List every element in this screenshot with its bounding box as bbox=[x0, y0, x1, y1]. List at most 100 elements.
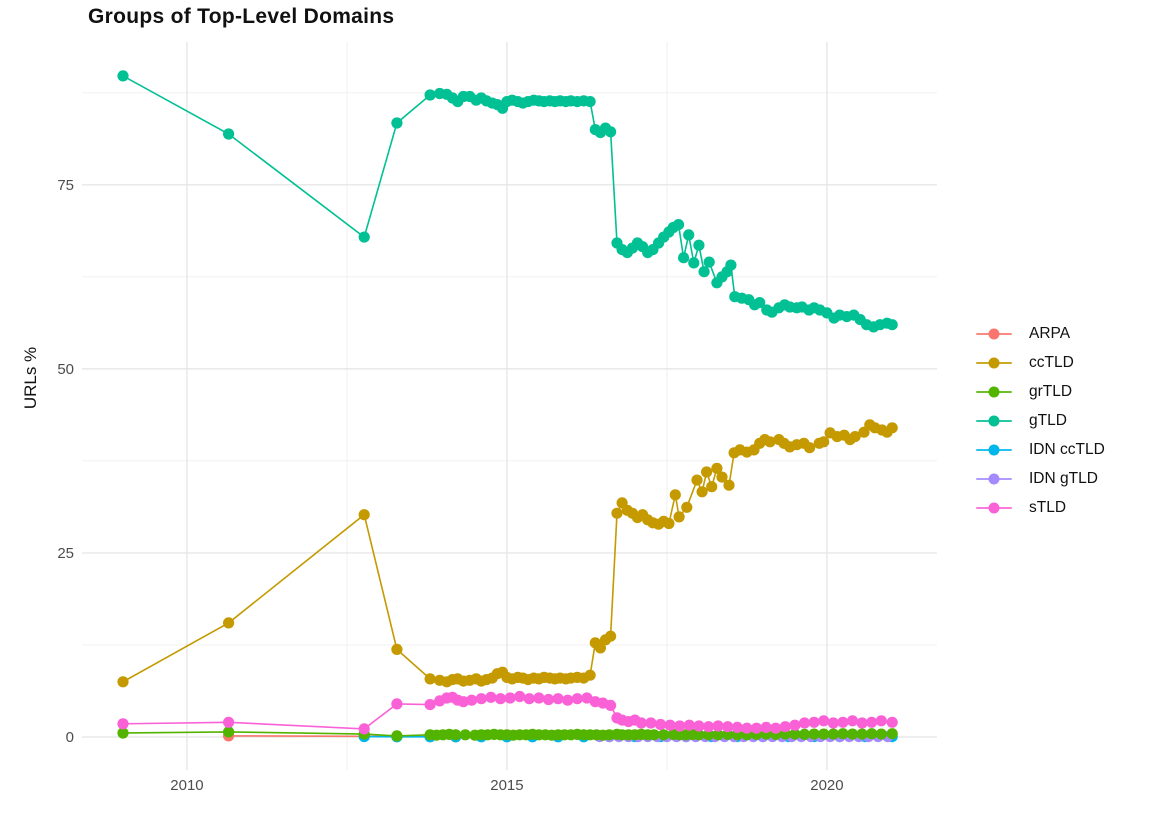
legend-label: ARPA bbox=[1029, 324, 1071, 342]
legend-key-icon bbox=[975, 414, 1013, 428]
x-tick-label: 2010 bbox=[170, 777, 203, 794]
data-point-grtld bbox=[702, 729, 715, 741]
data-point-stld bbox=[770, 722, 782, 734]
data-point-stld bbox=[494, 693, 507, 705]
data-point-grtld bbox=[450, 729, 462, 741]
data-point-grtld bbox=[693, 729, 705, 741]
data-point-stld bbox=[514, 690, 526, 703]
data-point-stld bbox=[117, 718, 129, 730]
data-point-stld bbox=[674, 720, 686, 732]
data-point-grtld bbox=[808, 728, 820, 740]
data-point-cctld bbox=[681, 501, 693, 513]
data-point-cctld bbox=[723, 479, 735, 491]
legend-item-grtld: grTLD bbox=[975, 377, 1105, 406]
legend-label: grTLD bbox=[1029, 382, 1073, 400]
series-stld bbox=[117, 690, 898, 735]
data-point-stld bbox=[457, 696, 469, 708]
series-gtld bbox=[117, 70, 898, 333]
legend-key-icon bbox=[975, 327, 1013, 341]
data-point-stld bbox=[635, 717, 647, 729]
data-point-stld bbox=[533, 692, 545, 704]
data-point-cctld bbox=[706, 481, 718, 493]
data-point-cctld bbox=[663, 517, 675, 530]
x-tick-label: 2020 bbox=[810, 777, 843, 794]
data-point-stld bbox=[504, 692, 516, 704]
legend-label: ccTLD bbox=[1029, 353, 1074, 371]
data-point-gtld bbox=[391, 117, 403, 129]
data-point-grtld bbox=[712, 729, 724, 741]
legend-item-idn-cctld: IDN ccTLD bbox=[975, 435, 1105, 464]
series-grtld bbox=[117, 726, 898, 742]
data-point-cctld bbox=[424, 673, 436, 685]
data-point-grtld bbox=[827, 728, 839, 740]
data-point-gtld bbox=[693, 239, 705, 251]
data-point-grtld bbox=[223, 726, 235, 738]
data-point-gtld bbox=[703, 256, 715, 268]
data-point-grtld bbox=[856, 728, 868, 740]
data-point-grtld bbox=[658, 729, 670, 741]
data-point-grtld bbox=[818, 728, 830, 740]
legend-key-icon bbox=[975, 356, 1013, 370]
data-point-grtld bbox=[846, 728, 859, 740]
data-point-cctld bbox=[358, 509, 370, 521]
legend-key-dot bbox=[988, 502, 1000, 513]
data-point-stld bbox=[741, 722, 753, 734]
data-point-stld bbox=[542, 693, 555, 706]
data-point-cctld bbox=[584, 669, 596, 681]
data-point-stld bbox=[466, 694, 478, 706]
data-point-stld bbox=[846, 715, 859, 727]
legend-key-dot bbox=[988, 328, 1000, 339]
data-point-grtld bbox=[391, 730, 403, 742]
data-point-stld bbox=[722, 721, 734, 733]
data-point-grtld bbox=[459, 729, 471, 741]
data-point-grtld bbox=[798, 728, 811, 741]
data-point-grtld bbox=[866, 728, 878, 740]
data-point-cctld bbox=[611, 507, 623, 519]
data-point-cctld bbox=[886, 422, 898, 434]
legend-item-stld: sTLD bbox=[975, 493, 1105, 522]
data-point-cctld bbox=[849, 431, 861, 443]
data-point-stld bbox=[391, 698, 403, 710]
data-point-stld bbox=[789, 719, 801, 731]
data-point-cctld bbox=[804, 442, 816, 454]
data-point-cctld bbox=[223, 617, 235, 629]
data-point-stld bbox=[605, 699, 617, 712]
legend-item-gtld: gTLD bbox=[975, 406, 1105, 435]
data-point-cctld bbox=[117, 676, 129, 688]
legend-key-icon bbox=[975, 443, 1013, 457]
data-point-grtld bbox=[837, 728, 849, 740]
data-point-stld bbox=[798, 717, 811, 729]
data-point-stld bbox=[581, 692, 593, 704]
legend-item-arpa: ARPA bbox=[975, 319, 1105, 348]
data-point-stld bbox=[702, 721, 715, 733]
data-point-stld bbox=[683, 719, 695, 731]
data-point-stld bbox=[562, 694, 574, 706]
y-tick-label: 25 bbox=[57, 545, 74, 562]
data-point-stld bbox=[837, 716, 849, 728]
legend-key-icon bbox=[975, 472, 1013, 486]
data-point-grtld bbox=[886, 728, 898, 740]
legend-key-dot bbox=[988, 444, 1000, 455]
data-point-cctld bbox=[605, 630, 617, 642]
data-point-stld bbox=[875, 715, 887, 727]
data-point-gtld bbox=[672, 219, 685, 231]
x-tick-label: 2015 bbox=[490, 777, 523, 794]
legend-label: IDN gTLD bbox=[1029, 469, 1098, 487]
y-tick-label: 0 bbox=[66, 729, 74, 746]
legend-key-dot bbox=[988, 357, 1000, 368]
legend: ARPA ccTLD grTLD gTLD IDN ccTLD IDN gTLD sTLD bbox=[975, 319, 1105, 522]
data-point-cctld bbox=[711, 462, 723, 474]
data-point-gtld bbox=[117, 70, 129, 82]
data-point-stld bbox=[475, 693, 487, 705]
data-point-cctld bbox=[818, 436, 830, 448]
data-point-gtld bbox=[698, 266, 710, 278]
data-point-stld bbox=[886, 716, 898, 728]
data-point-gtld bbox=[754, 297, 766, 309]
data-point-stld bbox=[523, 693, 535, 705]
data-point-cctld bbox=[391, 643, 403, 656]
data-point-cctld bbox=[673, 511, 685, 523]
data-point-gtld bbox=[688, 257, 700, 269]
data-point-cctld bbox=[669, 489, 681, 501]
data-point-cctld bbox=[691, 474, 703, 486]
